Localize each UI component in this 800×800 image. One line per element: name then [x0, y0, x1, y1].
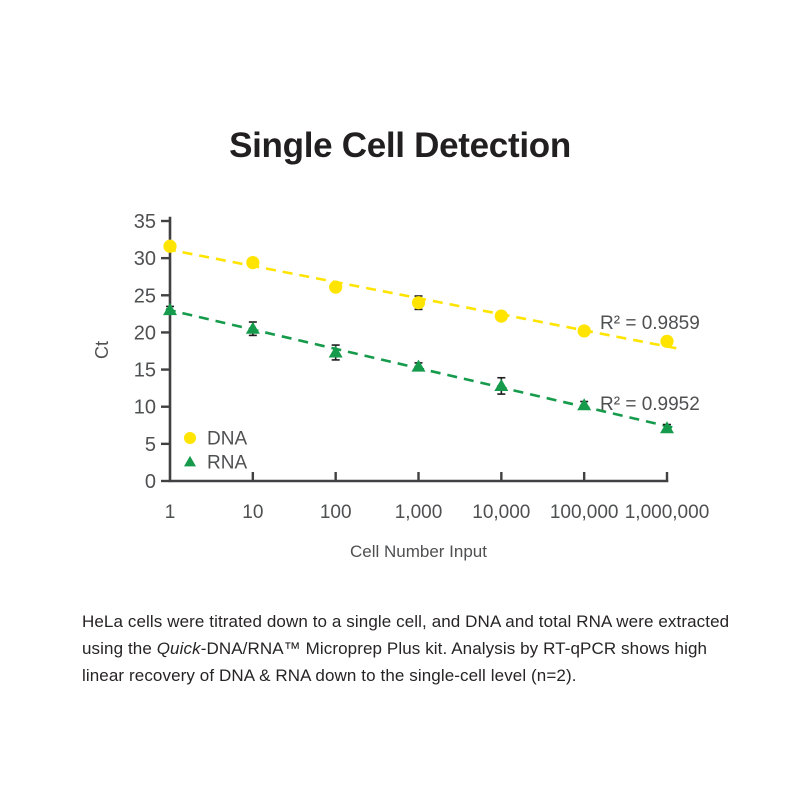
y-tick-label: 0	[145, 471, 156, 493]
legend-dna-label: DNA	[207, 429, 247, 450]
y-tick-label: 20	[134, 322, 156, 344]
x-tick-label: 1,000,000	[625, 502, 710, 523]
rna-r2-label: R² = 0.9952	[600, 394, 700, 415]
dna-point	[246, 256, 260, 270]
x-tick-label: 10,000	[472, 502, 530, 523]
dna-point	[577, 324, 591, 338]
x-tick-label: 1,000	[395, 502, 443, 523]
y-tick-label: 15	[134, 360, 156, 382]
dna-point	[411, 296, 426, 310]
x-tick-label: 100	[320, 502, 352, 523]
dna-point	[163, 239, 177, 253]
x-tick-label: 10	[242, 502, 263, 523]
y-tick-label: 35	[134, 211, 156, 233]
y-tick-label: 5	[145, 434, 156, 456]
legend-dna-marker	[184, 432, 196, 444]
dna-point	[494, 309, 508, 323]
caption-text: HeLa cells were titrated down to a singl…	[82, 612, 730, 659]
rna-point	[411, 359, 426, 372]
caption-text: -DNA/RNA™ Microprep Plus kit. Analysis b…	[82, 639, 708, 686]
single-cell-detection-chart: 0 5 10 15 20 25 30 35 1 10 100 1,000 10,000 100,000 1,…	[92, 211, 710, 561]
legend-rna-marker	[184, 455, 196, 467]
rna-point	[660, 421, 674, 434]
rna-point	[494, 378, 509, 391]
legend-rna-label: RNA	[207, 453, 247, 474]
rna-point	[163, 303, 177, 316]
x-tick-label: 100,000	[550, 502, 619, 523]
rna-point	[328, 345, 343, 358]
y-axis-title: Ct	[92, 341, 112, 359]
y-tick-label: 10	[134, 397, 156, 419]
caption-text: Quick	[156, 639, 201, 659]
dna-point	[660, 334, 674, 348]
rna-point	[245, 321, 260, 334]
dna-r2-label: R² = 0.9859	[600, 313, 700, 334]
y-tick-label: 30	[134, 248, 156, 270]
y-tick-label: 25	[134, 285, 156, 307]
caption: HeLa cells were titrated down to a singl…	[82, 608, 734, 690]
page-title: Single Cell Detection	[229, 126, 571, 165]
rna-point	[577, 398, 592, 411]
x-axis-title: Cell Number Input	[350, 542, 487, 561]
dna-point	[329, 280, 343, 294]
x-tick-label: 1	[165, 502, 176, 523]
